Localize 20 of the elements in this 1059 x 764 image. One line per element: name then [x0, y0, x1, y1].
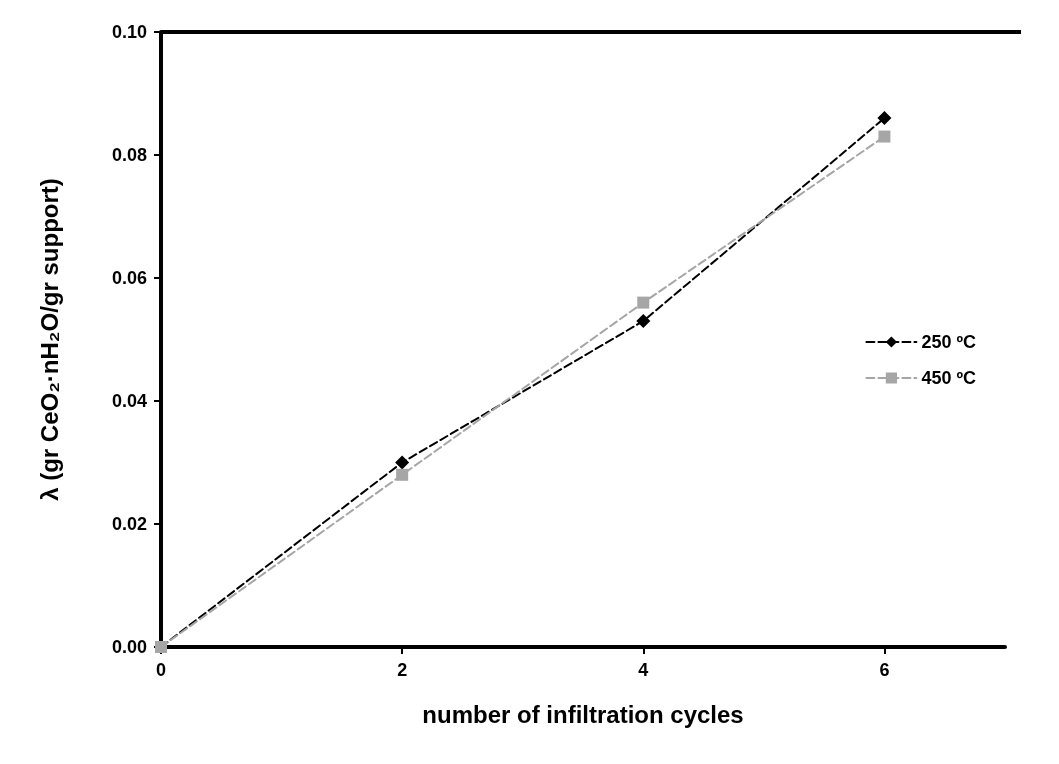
- y-axis-title: λ (gr CeO₂·nH₂O/gr support): [35, 178, 63, 501]
- point: [637, 296, 650, 309]
- point: [636, 314, 651, 329]
- legend-label: 250 ºC: [921, 332, 976, 352]
- y-tick-label: 0.10: [111, 22, 147, 42]
- x-tick-label: 4: [638, 660, 649, 680]
- y-tick-label: 0.00: [111, 637, 147, 657]
- point: [396, 468, 409, 481]
- legend-label: 450 ºC: [921, 368, 976, 388]
- x-tick-label: 6: [879, 660, 890, 680]
- y-tick-label: 0.04: [111, 391, 147, 411]
- x-axis-title: number of infiltration cycles: [422, 700, 744, 728]
- y-tick-label: 0.06: [111, 268, 147, 288]
- point: [877, 111, 892, 126]
- y-tick-label: 0.08: [111, 145, 147, 165]
- point: [395, 455, 410, 470]
- x-tick-label: 2: [397, 660, 408, 680]
- y-tick-label: 0.02: [111, 514, 147, 534]
- x-tick-label: 0: [155, 660, 167, 680]
- point: [878, 130, 891, 143]
